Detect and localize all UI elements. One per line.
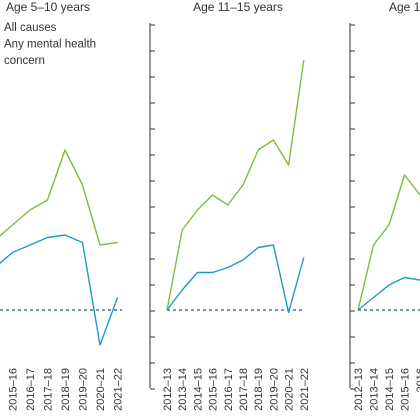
x-tick-label: 2016: [415, 368, 420, 392]
x-tick-label: 2015–16: [400, 368, 412, 411]
series-line-all-causes: [357, 174, 420, 311]
series-line-all-causes: [166, 59, 305, 311]
legend-item-label: All causes: [4, 22, 57, 34]
panel-title: Age 5–10 years: [6, 0, 90, 14]
x-tick-label: 2020–21: [95, 368, 107, 411]
chart-panel-1: Age 5–10 years 2015–16 2016–17 2017–18 2018–…: [0, 0, 125, 411]
x-tick-label: 2015–16: [8, 368, 20, 411]
x-tick-label: 2012–13: [353, 368, 365, 411]
x-tick-label: 2016–17: [25, 368, 37, 411]
x-tick-label: 2018–19: [60, 368, 72, 411]
x-tick-label: 2012–13: [162, 368, 174, 411]
panel-title: Age 1: [389, 0, 420, 14]
x-tick-label: 2021–22: [113, 368, 125, 411]
legend-item-label: Any mental health: [4, 39, 96, 51]
x-tick-label: 2013–14: [177, 368, 189, 411]
series-line-mental-health: [166, 244, 305, 314]
x-tick-label: 2017–18: [43, 368, 55, 411]
series-line-mental-health: [0, 234, 119, 346]
legend-item-label: concern: [4, 55, 45, 67]
x-tick-label: 2017–18: [238, 368, 250, 411]
x-tick-label: 2019–20: [268, 368, 280, 411]
series-line-all-causes: [0, 149, 118, 246]
panel-title: Age 11–15 years: [193, 0, 283, 14]
x-tick-label: 2021–22: [299, 368, 311, 411]
chart-panel-3: Age 1 2012–13 2013–14 2014–15 2015–16 2016: [349, 0, 420, 411]
series-line-mental-health: [357, 276, 420, 311]
legend: All causes Any mental health concern: [4, 22, 96, 67]
x-tick-label: 2014–15: [384, 368, 396, 411]
x-tick-label: 2020–21: [284, 368, 296, 411]
x-tick-label: 2016–17: [223, 368, 235, 411]
x-tick-label: 2018–19: [253, 368, 265, 411]
x-tick-label: 2013–14: [369, 368, 381, 411]
x-tick-label: 2019–20: [78, 368, 90, 411]
chart-panel-2: Age 11–15 years 2012–13 2013–14 2014–15 2015…: [149, 0, 311, 411]
x-tick-label: 2014–15: [192, 368, 204, 411]
x-tick-label: 2015–16: [208, 368, 220, 411]
